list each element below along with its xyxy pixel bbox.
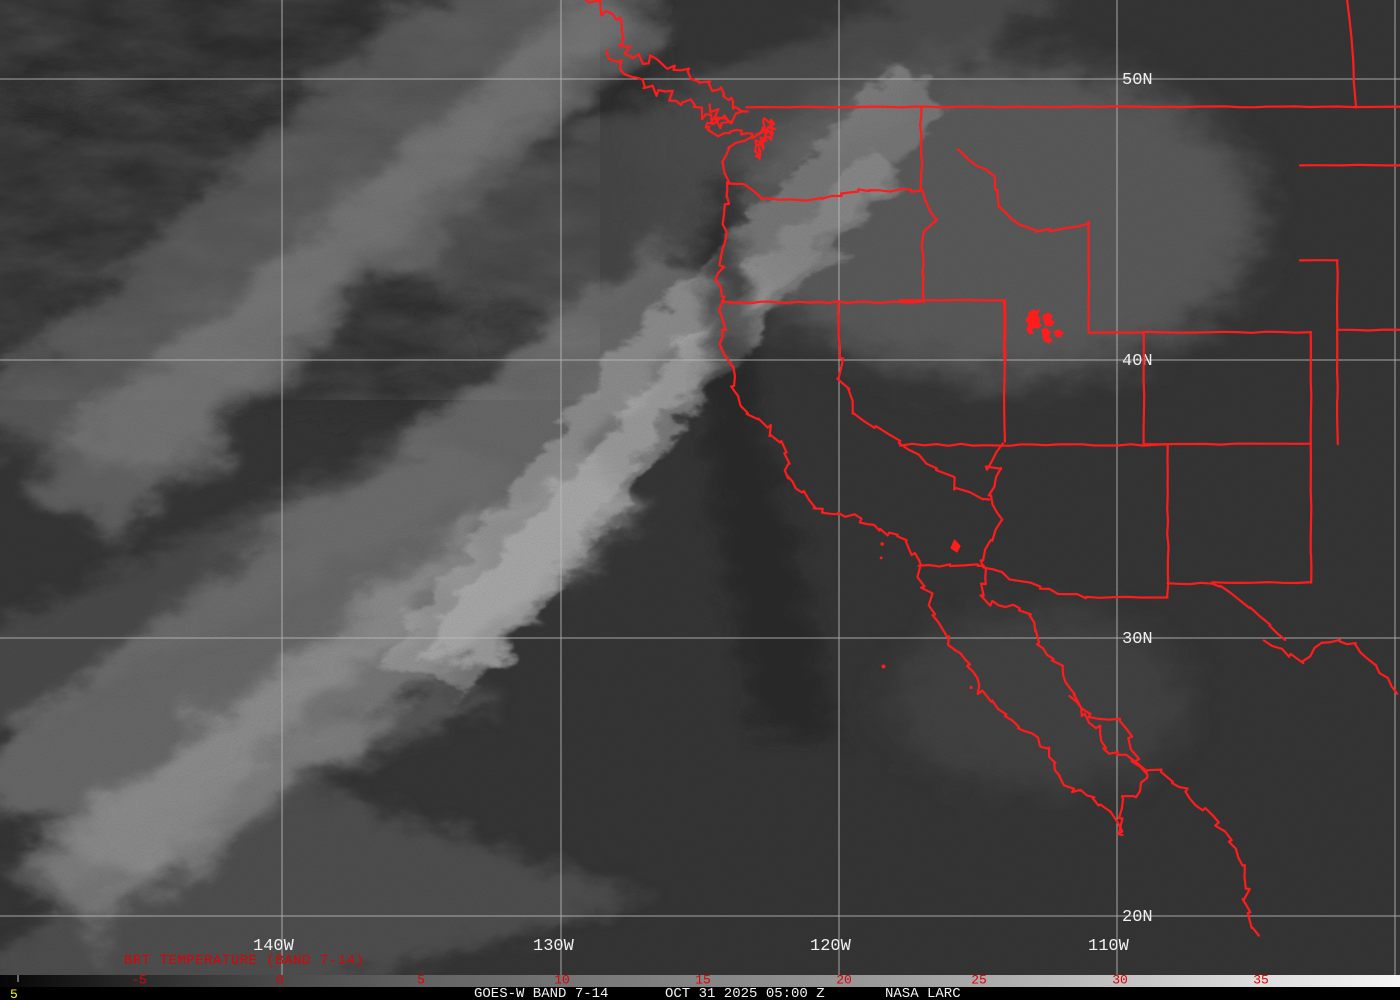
svg-text:5: 5 <box>417 973 425 988</box>
svg-text:NASA LARC: NASA LARC <box>885 986 961 1000</box>
svg-text:BRT TEMPERATURE (BAND 7-14): BRT TEMPERATURE (BAND 7-14) <box>124 953 364 969</box>
svg-text:35: 35 <box>1253 973 1269 988</box>
svg-text:OCT 31 2025 05:00 Z: OCT 31 2025 05:00 Z <box>665 986 825 1000</box>
svg-text:GOES-W BAND 7-14: GOES-W BAND 7-14 <box>474 986 608 1000</box>
svg-text:25: 25 <box>971 973 987 988</box>
svg-text:0: 0 <box>276 973 284 988</box>
svg-text:-5: -5 <box>131 973 147 988</box>
svg-text:5: 5 <box>10 987 18 1000</box>
svg-text:20: 20 <box>836 973 852 988</box>
svg-text:30: 30 <box>1112 973 1128 988</box>
